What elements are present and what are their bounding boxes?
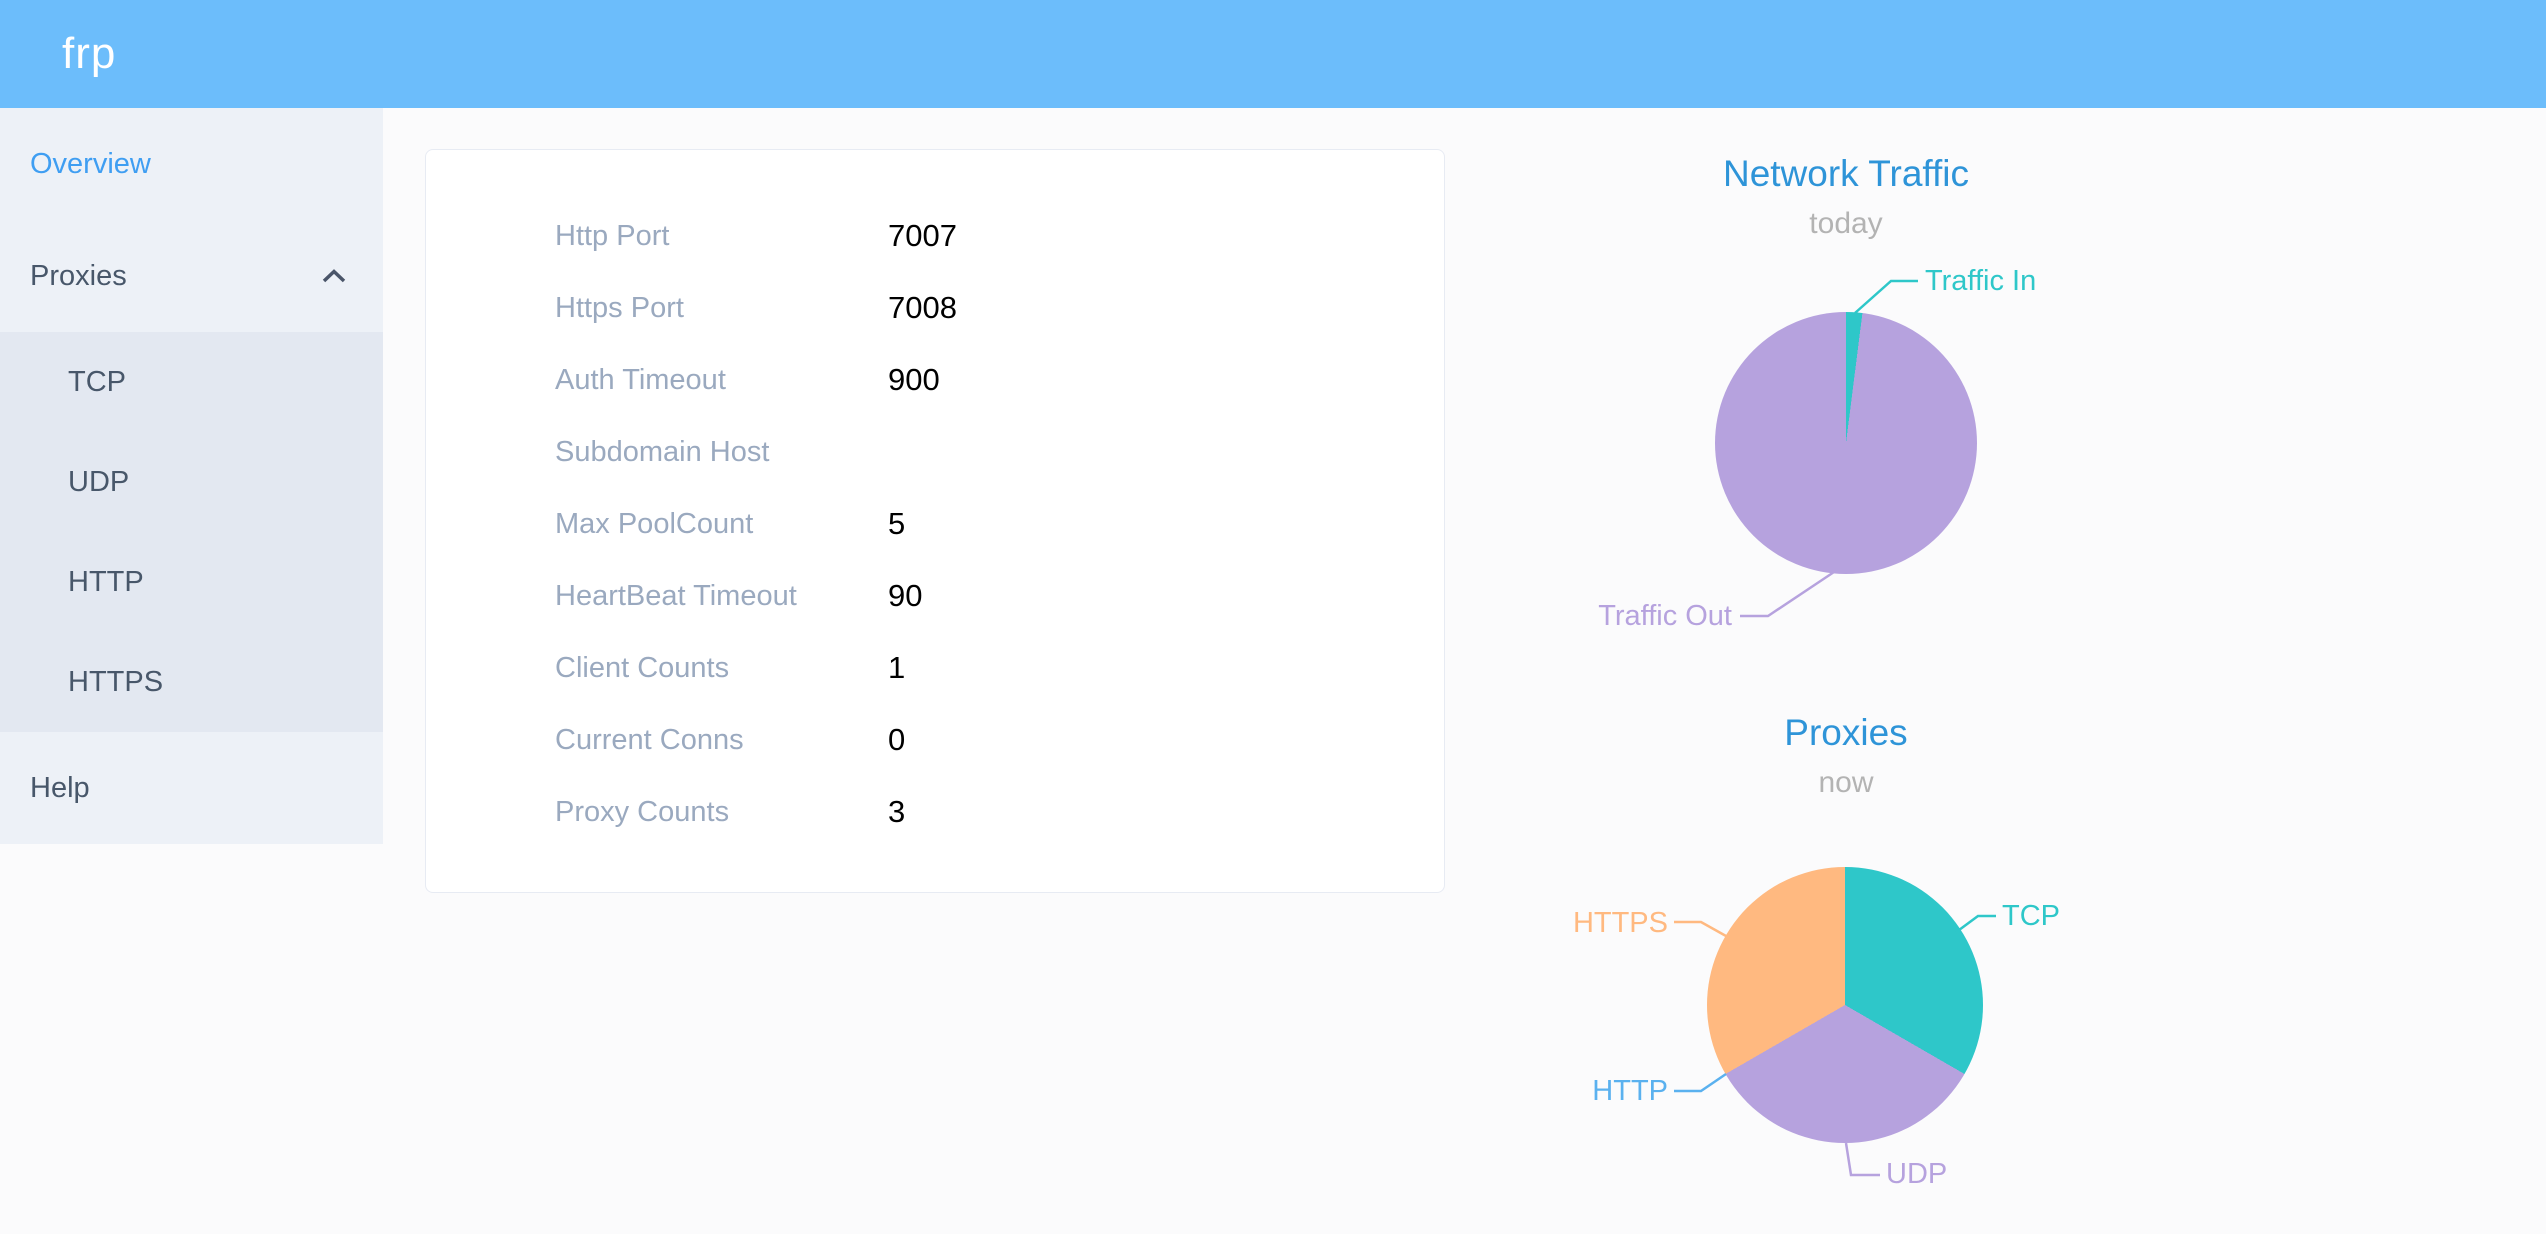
network-traffic-pie[interactable] <box>1715 312 1977 574</box>
sidebar-item-https-label: HTTPS <box>68 665 164 698</box>
info-row-https-port: Https Port 7008 <box>555 272 1444 344</box>
leader-http <box>1674 1072 1727 1093</box>
leader-udp <box>1844 1142 1880 1177</box>
info-value: 7007 <box>888 218 957 253</box>
info-value: 3 <box>888 794 906 829</box>
sidebar-item-https[interactable]: HTTPS <box>0 632 383 732</box>
sidebar-item-overview[interactable]: Overview <box>0 108 383 220</box>
sidebar-item-tcp-label: TCP <box>68 365 126 398</box>
sidebar-item-overview-label: Overview <box>30 147 151 180</box>
pie-label-https: HTTPS <box>1572 907 1668 939</box>
network-traffic-title: Network Traffic <box>1722 153 1970 194</box>
chevron-up-icon <box>322 269 346 283</box>
leader-traffic-out <box>1740 568 1838 618</box>
info-row-auth-timeout: Auth Timeout 900 <box>555 344 1444 416</box>
info-label: HeartBeat Timeout <box>555 579 797 612</box>
sidebar-item-proxies[interactable]: Proxies <box>0 220 383 332</box>
frp-logo: frp <box>62 29 117 78</box>
info-label: Http Port <box>555 219 670 252</box>
sidebar-item-udp-label: UDP <box>68 465 130 498</box>
info-row-client-counts: Client Counts 1 <box>555 632 1444 704</box>
sidebar-item-http-label: HTTP <box>68 565 144 598</box>
network-traffic-subtitle: today <box>1809 207 1883 240</box>
app-header: frp <box>0 0 2546 108</box>
leader-https <box>1674 920 1727 938</box>
sidebar-item-tcp[interactable]: TCP <box>0 332 383 432</box>
info-label: Current Conns <box>555 723 744 756</box>
info-value: 7008 <box>888 290 957 325</box>
info-label: Auth Timeout <box>555 363 726 396</box>
info-value: 1 <box>888 650 906 685</box>
info-row-current-conns: Current Conns 0 <box>555 704 1444 776</box>
info-row-proxy-counts: Proxy Counts 3 <box>555 776 1444 848</box>
sidebar-item-proxies-label: Proxies <box>30 259 127 292</box>
info-row-subdomain-host: Subdomain Host <box>555 416 1444 488</box>
sidebar-item-help-label: Help <box>30 771 90 804</box>
sidebar-item-help[interactable]: Help <box>0 732 383 844</box>
info-label: Client Counts <box>555 651 730 684</box>
info-value: 900 <box>888 362 940 397</box>
info-value: 5 <box>888 506 906 541</box>
pie-label-http: HTTP <box>1592 1075 1668 1107</box>
proxies-subtitle: now <box>1818 766 1874 799</box>
info-label: Proxy Counts <box>555 795 730 828</box>
info-row-max-poolcount: Max PoolCount 5 <box>555 488 1444 560</box>
info-row-heartbeat-timeout: HeartBeat Timeout 90 <box>555 560 1444 632</box>
sidebar-submenu: TCP UDP HTTP HTTPS <box>0 332 383 732</box>
info-row-http-port: Http Port 7007 <box>555 200 1444 272</box>
sidebar: Overview Proxies TCP UDP HTTP HTTPS Help <box>0 108 383 844</box>
overview-card: Http Port 7007 Https Port 7008 Auth Time… <box>425 149 1445 893</box>
proxies-pie[interactable] <box>1707 867 1983 1143</box>
info-value: 90 <box>888 578 923 613</box>
info-value: 0 <box>888 722 906 757</box>
pie-label-traffic-in: Traffic In <box>1925 265 2037 297</box>
sidebar-item-http[interactable]: HTTP <box>0 532 383 632</box>
pie-label-tcp: TCP <box>2002 900 2060 932</box>
pie-label-traffic-out: Traffic Out <box>1598 600 1732 632</box>
proxies-title: Proxies <box>1784 712 1908 753</box>
pie-label-udp: UDP <box>1886 1158 1948 1190</box>
info-label: Subdomain Host <box>555 435 770 468</box>
leader-traffic-in <box>1854 279 1918 314</box>
info-label: Max PoolCount <box>555 507 754 540</box>
sidebar-item-udp[interactable]: UDP <box>0 432 383 532</box>
info-label: Https Port <box>555 291 684 324</box>
